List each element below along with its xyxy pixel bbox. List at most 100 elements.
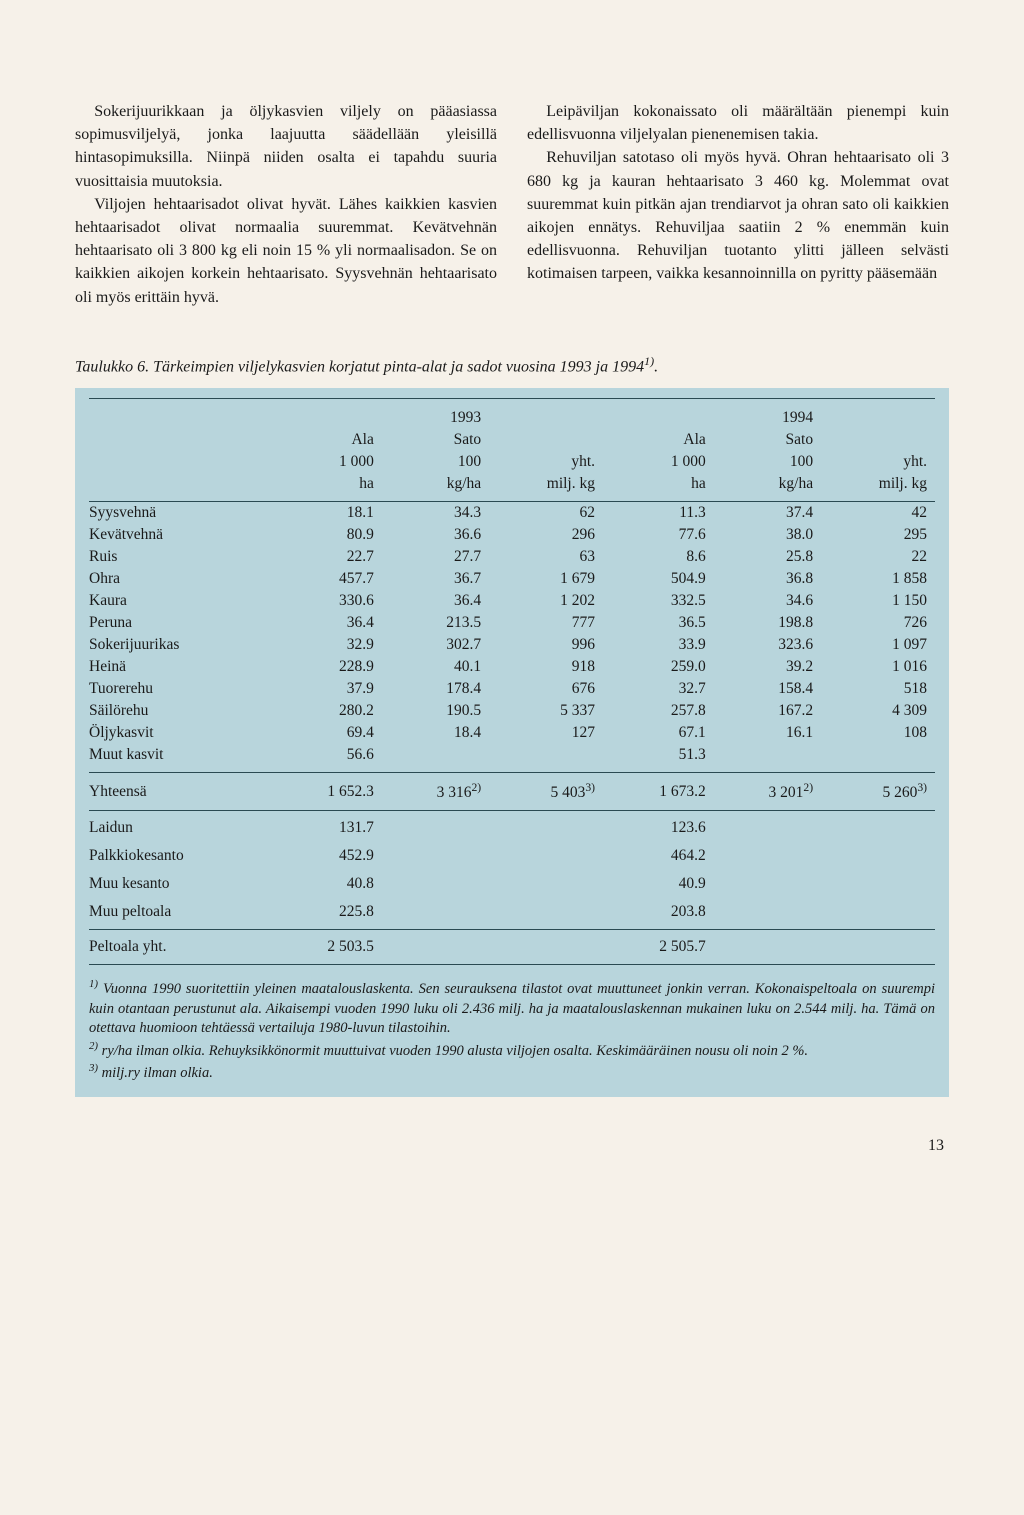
body-paragraph: Sokerijuurikkaan ja öljykasvien viljely … [75, 100, 497, 193]
table-cell: 203.8 [603, 895, 714, 930]
table-cell: 996 [489, 634, 603, 656]
table-cell: 280.2 [271, 700, 382, 722]
table-cell: 213.5 [382, 612, 489, 634]
table-caption-text: Taulukko 6. Tärkeimpien viljelykasvien k… [75, 358, 644, 375]
table-cell: Tuorerehu [89, 678, 271, 700]
table-cell [714, 811, 821, 840]
table-cell: 32.7 [603, 678, 714, 700]
footnotes: 1) Vuonna 1990 suoritettiin yleinen maat… [89, 977, 935, 1083]
table-cell: 4 309 [821, 700, 935, 722]
table-cell: 295 [821, 524, 935, 546]
table-cell: 32.9 [271, 634, 382, 656]
body-columns: Sokerijuurikkaan ja öljykasvien viljely … [75, 100, 949, 309]
table-row: Kevätvehnä80.936.629677.638.0295 [89, 524, 935, 546]
table-cell: 22 [821, 546, 935, 568]
table-cell: 18.4 [382, 722, 489, 744]
table-cell [714, 744, 821, 773]
table-cell: 457.7 [271, 568, 382, 590]
table-cell [489, 867, 603, 895]
table-row: Heinä228.940.1918259.039.21 016 [89, 656, 935, 678]
table-cell: 198.8 [714, 612, 821, 634]
grand-label: Peltoala yht. [89, 930, 271, 965]
table-cell: Kevätvehnä [89, 524, 271, 546]
table-cell: 464.2 [603, 839, 714, 867]
table-cell: 190.5 [382, 700, 489, 722]
table-row: Ohra457.736.71 679504.936.81 858 [89, 568, 935, 590]
table-cell: 25.8 [714, 546, 821, 568]
table-cell [382, 895, 489, 930]
table-cell [821, 867, 935, 895]
table-cell: 37.4 [714, 502, 821, 525]
table-cell [382, 867, 489, 895]
header-miljkg-1: milj. kg [489, 473, 603, 502]
table-cell: 37.9 [271, 678, 382, 700]
table-cell [382, 811, 489, 840]
table-cell: Palkkiokesanto [89, 839, 271, 867]
table-cell: Ruis [89, 546, 271, 568]
grand-a: 2 503.5 [271, 930, 382, 965]
header-year-1993: 1993 [382, 399, 489, 430]
table-cell: Muu peltoala [89, 895, 271, 930]
table-cell: 77.6 [603, 524, 714, 546]
table-cell: 16.1 [714, 722, 821, 744]
total-label: Yhteensä [89, 773, 271, 811]
table-cell: 36.7 [382, 568, 489, 590]
table-cell: 36.6 [382, 524, 489, 546]
body-left-column: Sokerijuurikkaan ja öljykasvien viljely … [75, 100, 497, 309]
table-cell: 80.9 [271, 524, 382, 546]
total-a: 1 652.3 [271, 773, 382, 811]
header-kgha-2: kg/ha [714, 473, 821, 502]
table-cell: 69.4 [271, 722, 382, 744]
table-row: Säilörehu280.2190.55 337257.8167.24 309 [89, 700, 935, 722]
grand-body: Peltoala yht. 2 503.5 2 505.7 [89, 930, 935, 965]
table-cell: 726 [821, 612, 935, 634]
header-year-1994: 1994 [714, 399, 821, 430]
page-number: 13 [75, 1137, 949, 1155]
table-cell: 11.3 [603, 502, 714, 525]
table-cell: 158.4 [714, 678, 821, 700]
table-cell [821, 811, 935, 840]
table-cell: Laidun [89, 811, 271, 840]
body-right-column: Leipäviljan kokonaissato oli määrältään … [527, 100, 949, 309]
table-row: Tuorerehu37.9178.467632.7158.4518 [89, 678, 935, 700]
table-cell: 452.9 [271, 839, 382, 867]
table-row: Öljykasvit69.418.412767.116.1108 [89, 722, 935, 744]
table-cell: Muut kasvit [89, 744, 271, 773]
table-cell: 225.8 [271, 895, 382, 930]
header-ala-unit-1b: 1 000 [603, 451, 714, 473]
table-cell: 51.3 [603, 744, 714, 773]
header-ha-1: ha [271, 473, 382, 502]
table-cell: 123.6 [603, 811, 714, 840]
footnote-3: 3) milj.ry ilman olkia. [89, 1061, 935, 1083]
table-cell: 36.5 [603, 612, 714, 634]
table-row: Sokerijuurikas32.9302.799633.9323.61 097 [89, 634, 935, 656]
table-cell: 1 679 [489, 568, 603, 590]
table-cell: 332.5 [603, 590, 714, 612]
table-cell: Heinä [89, 656, 271, 678]
table-cell: 259.0 [603, 656, 714, 678]
table-cell [489, 811, 603, 840]
header-ala-unit-1a: 1 000 [271, 451, 382, 473]
footnote-2: 2) ry/ha ilman olkia. Rehuyksikkönormit … [89, 1039, 935, 1061]
header-ha-2: ha [603, 473, 714, 502]
table-cell: 1 858 [821, 568, 935, 590]
crops-body: Syysvehnä18.134.36211.337.442Kevätvehnä8… [89, 502, 935, 773]
land-body: Laidun131.7123.6Palkkiokesanto452.9464.2… [89, 811, 935, 930]
table-cell: 108 [821, 722, 935, 744]
table-caption-sup: 1) [644, 354, 654, 368]
table-cell: Sokerijuurikas [89, 634, 271, 656]
total-y2: 5 2603) [821, 773, 935, 811]
table-cell: 27.7 [382, 546, 489, 568]
header-sato-unit-1b: 100 [714, 451, 821, 473]
table-cell: 39.2 [714, 656, 821, 678]
table-cell: 36.4 [382, 590, 489, 612]
body-paragraph: Leipäviljan kokonaissato oli määrältään … [527, 100, 949, 146]
table-row: Peruna36.4213.577736.5198.8726 [89, 612, 935, 634]
table-cell: 33.9 [603, 634, 714, 656]
body-paragraph: Viljojen hehtaarisadot olivat hyvät. Läh… [75, 193, 497, 309]
header-sato-1: Sato [382, 429, 489, 451]
table-cell: 18.1 [271, 502, 382, 525]
table-cell: 34.3 [382, 502, 489, 525]
table-row: Syysvehnä18.134.36211.337.442 [89, 502, 935, 525]
table-cell: 257.8 [603, 700, 714, 722]
